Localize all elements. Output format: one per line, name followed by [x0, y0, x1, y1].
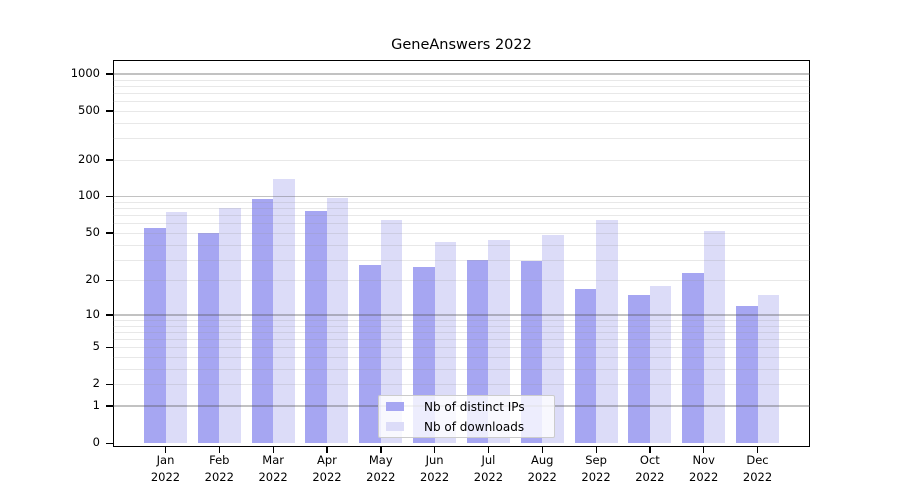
- x-tick-year: 2022: [258, 470, 288, 484]
- x-tick-year: 2022: [204, 470, 234, 484]
- x-tick-month: Feb: [209, 453, 230, 467]
- x-axis-tick-mark: [703, 447, 705, 453]
- y-axis-tick-label: 1000: [70, 65, 100, 80]
- x-axis-tick-mark: [165, 447, 167, 453]
- x-axis-tick-label: Aug 2022: [510, 452, 574, 486]
- y-axis-tick-mark: [106, 195, 113, 198]
- y-axis-tick-mark: [106, 346, 113, 349]
- x-tick-year: 2022: [366, 470, 396, 484]
- x-axis-tick-mark: [757, 447, 759, 453]
- x-axis-tick-label: Apr 2022: [295, 452, 359, 486]
- y-axis-tick-mark: [106, 110, 113, 112]
- y-axis-tick-mark: [106, 232, 113, 234]
- x-tick-month: Jun: [425, 453, 444, 467]
- x-axis-tick-mark: [649, 447, 651, 453]
- x-tick-year: 2022: [312, 470, 342, 484]
- x-axis-tick-mark: [595, 447, 597, 453]
- x-tick-month: Aug: [531, 453, 554, 467]
- x-tick-month: Nov: [692, 453, 715, 467]
- x-tick-year: 2022: [581, 470, 611, 484]
- chart-title: GeneAnswers 2022: [391, 37, 532, 53]
- x-axis-tick-label: Jun 2022: [403, 452, 467, 486]
- x-tick-year: 2022: [742, 470, 773, 484]
- legend-swatch-distinct-ips: [386, 402, 404, 411]
- x-tick-month: May: [368, 453, 393, 467]
- x-tick-year: 2022: [419, 470, 450, 484]
- y-axis-tick-label: 10: [85, 306, 100, 321]
- legend-item-distinct-ips: Nb of distinct IPs: [379, 398, 554, 415]
- x-tick-month: Jan: [156, 453, 175, 467]
- x-tick-year: 2022: [527, 470, 557, 484]
- x-axis-tick-label: Feb 2022: [187, 452, 251, 486]
- x-axis-tick-mark: [326, 447, 328, 453]
- x-tick-year: 2022: [150, 470, 181, 484]
- x-axis-tick-mark: [487, 447, 490, 453]
- y-axis-tick-label: 500: [78, 102, 100, 117]
- y-axis-tick-label: 2: [92, 376, 100, 391]
- x-tick-month: Jul: [481, 453, 496, 467]
- x-axis-tick-label: Oct 2022: [618, 452, 682, 486]
- x-axis-tick-mark: [272, 447, 274, 453]
- x-tick-month: Mar: [262, 453, 284, 467]
- x-tick-month: Sep: [585, 453, 607, 467]
- legend-item-downloads: Nb of downloads: [379, 418, 554, 435]
- x-tick-year: 2022: [689, 470, 719, 484]
- y-axis-tick-mark: [106, 383, 113, 386]
- x-axis-tick-mark: [434, 447, 436, 453]
- x-axis-tick-mark: [380, 447, 382, 453]
- x-tick-month: Dec: [746, 453, 769, 467]
- x-axis-tick-label: Mar 2022: [241, 452, 305, 486]
- y-axis-tick-mark: [106, 442, 113, 444]
- y-axis-tick-label: 20: [85, 272, 100, 287]
- x-axis-tick-label: Nov 2022: [672, 452, 736, 486]
- x-axis-tick-label: Jul 2022: [456, 452, 520, 486]
- x-axis-tick-label: Dec 2022: [726, 452, 790, 486]
- x-axis-tick-label: Sep 2022: [564, 452, 628, 486]
- y-axis-tick-label: 0: [92, 435, 100, 449]
- plot-area: [113, 60, 810, 447]
- y-axis-tick-mark: [106, 314, 113, 316]
- y-axis-tick-label: 100: [78, 188, 100, 203]
- x-tick-year: 2022: [473, 470, 504, 484]
- x-axis-tick-label: May 2022: [349, 452, 413, 486]
- x-axis-tick-mark: [218, 447, 221, 453]
- x-tick-year: 2022: [635, 470, 665, 484]
- legend: Nb of distinct IPs Nb of downloads: [378, 395, 555, 438]
- y-axis-tick-label: 200: [78, 151, 100, 166]
- y-axis-tick-mark: [106, 159, 113, 161]
- y-axis-tick-mark: [106, 279, 113, 282]
- x-axis-tick-label: Jan 2022: [134, 452, 198, 486]
- legend-swatch-downloads: [386, 422, 404, 431]
- y-axis-tick-label: 5: [92, 339, 100, 354]
- y-axis-tick-mark: [106, 405, 113, 407]
- legend-label-downloads: Nb of downloads: [424, 419, 525, 434]
- x-tick-month: Apr: [317, 453, 337, 467]
- y-axis-tick-label: 1: [92, 397, 100, 412]
- legend-label-distinct-ips: Nb of distinct IPs: [424, 399, 525, 414]
- y-axis-tick-mark: [106, 73, 113, 75]
- x-axis-tick-mark: [541, 447, 544, 453]
- x-tick-month: Oct: [639, 453, 660, 467]
- y-axis-tick-label: 50: [85, 224, 100, 239]
